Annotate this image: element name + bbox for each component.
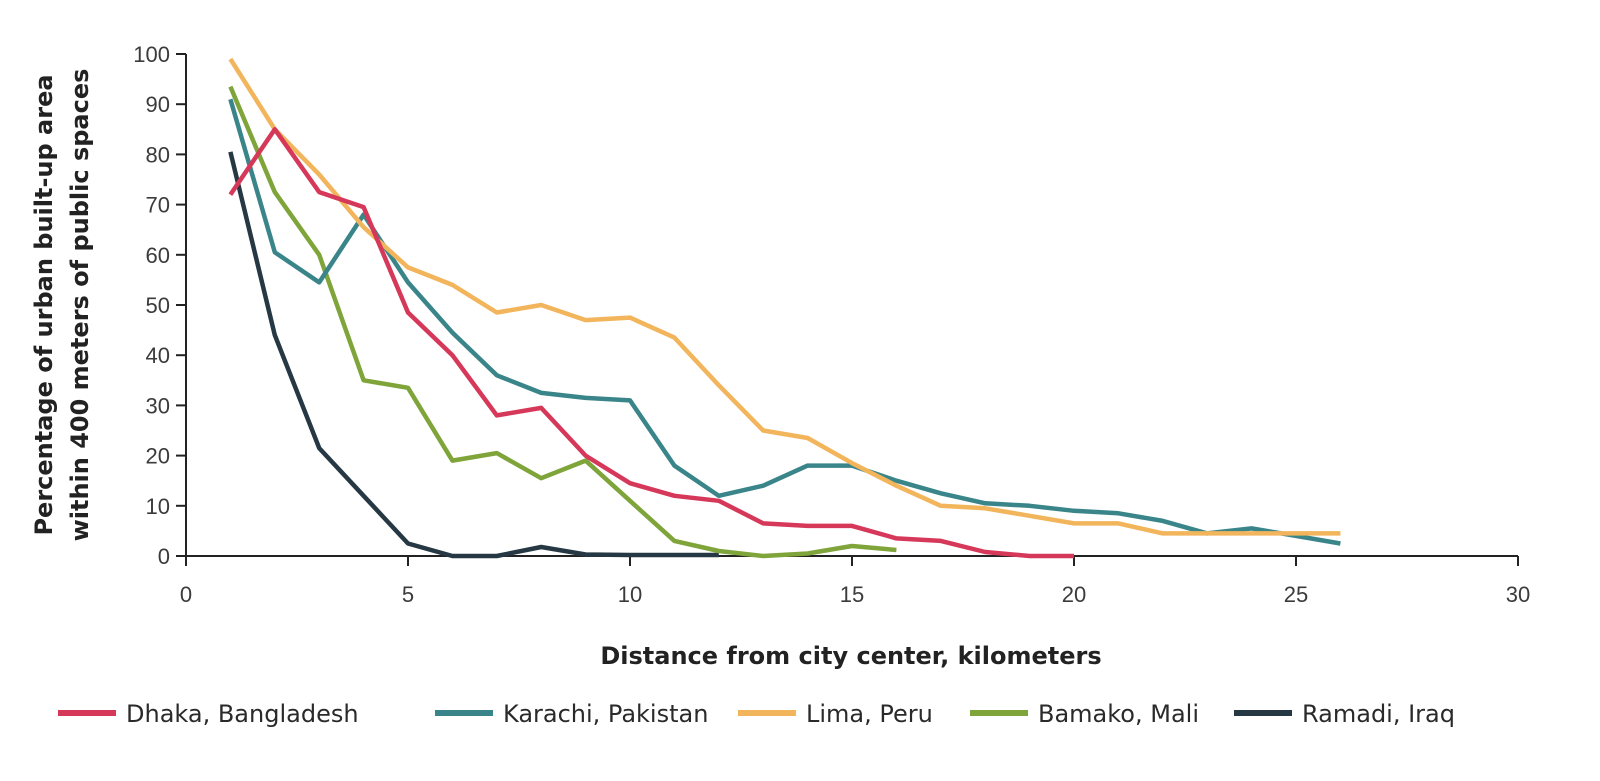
series-line-ramadi-iraq [228, 151, 719, 559]
y-tick-label: 10 [146, 494, 170, 519]
x-tick-label: 20 [1062, 582, 1086, 607]
x-tick-label: 5 [402, 582, 414, 607]
y-tick-label: 100 [133, 42, 170, 67]
y-tick-label: 70 [146, 193, 170, 218]
y-tick-label: 20 [146, 444, 170, 469]
y-tick-label: 50 [146, 293, 170, 318]
y-tick-label: 90 [146, 92, 170, 117]
y-axis: 0 10 20 30 40 50 60 70 80 90 100 [133, 42, 187, 569]
legend-label: Ramadi, Iraq [1302, 700, 1455, 728]
series-line-dhaka-bangladesh [228, 127, 1074, 559]
y-tick-label: 40 [146, 343, 170, 368]
y-tick-label: 0 [158, 544, 170, 569]
x-tick-label: 30 [1506, 582, 1530, 607]
x-tick-label: 0 [180, 582, 192, 607]
series-layer [228, 57, 1341, 559]
y-tick-label: 80 [146, 142, 170, 167]
legend: Dhaka, Bangladesh Karachi, Pakistan Lima, … [58, 700, 1455, 728]
x-axis: 0 5 10 15 20 25 30 [180, 555, 1530, 607]
x-axis-title: Distance from city center, kilometers [600, 642, 1101, 670]
legend-label: Lima, Peru [806, 700, 933, 728]
x-tick-label: 15 [840, 582, 864, 607]
legend-label: Karachi, Pakistan [503, 700, 708, 728]
series-line-karachi-pakistan [228, 98, 1341, 546]
series-line-lima-peru [228, 57, 1341, 536]
legend-label: Dhaka, Bangladesh [126, 700, 359, 728]
y-tick-label: 60 [146, 243, 170, 268]
series-line-bamako-mali [228, 85, 897, 559]
x-tick-label: 25 [1284, 582, 1308, 607]
y-axis-title: Percentage of urban built-up area within… [30, 69, 94, 542]
y-axis-title-line-1: Percentage of urban built-up area [30, 74, 58, 535]
legend-label: Bamako, Mali [1038, 700, 1199, 728]
y-tick-label: 30 [146, 393, 170, 418]
y-axis-title-line-2: within 400 meters of public spaces [66, 69, 94, 542]
x-tick-label: 10 [618, 582, 642, 607]
